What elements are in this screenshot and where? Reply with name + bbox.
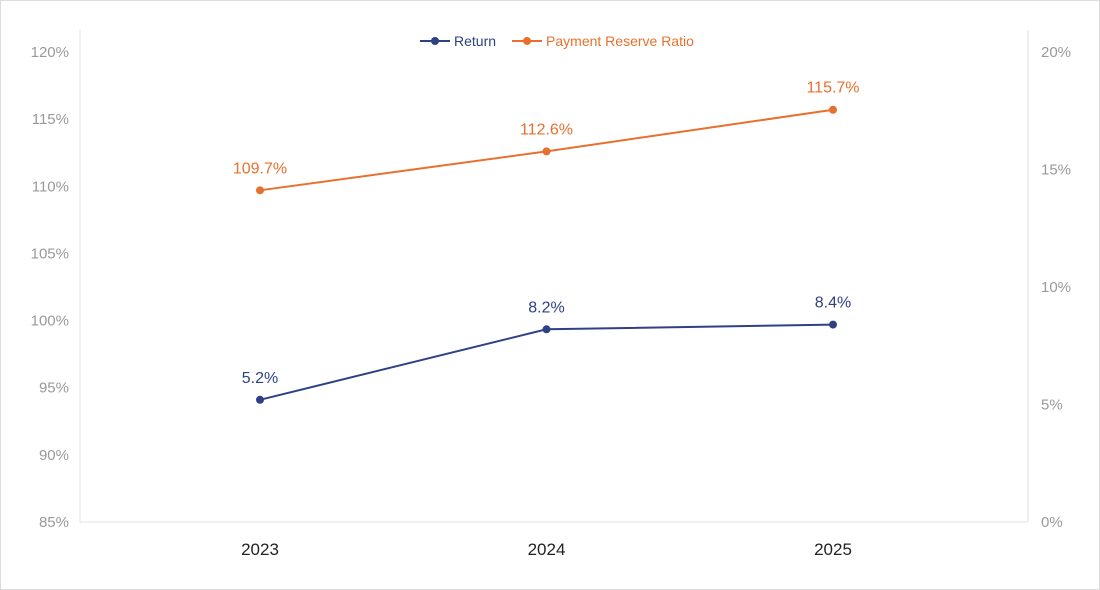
- data-label: 112.6%: [520, 121, 573, 138]
- data-point[interactable]: [542, 147, 551, 156]
- data-label: 5.2%: [242, 370, 278, 387]
- data-label: 8.4%: [815, 295, 851, 312]
- legend: Return Payment Reserve Ratio: [420, 33, 694, 49]
- right-axis-tick-label: 20%: [1041, 44, 1071, 61]
- left-axis-tick-label: 105%: [31, 245, 69, 262]
- series-line-0: [259, 323, 834, 401]
- left-axis-tick-label: 85%: [39, 514, 69, 531]
- data-label: 8.2%: [528, 299, 564, 316]
- x-axis-tick-label: 2024: [528, 540, 566, 559]
- data-point[interactable]: [256, 395, 264, 404]
- x-axis-tick-label: 2023: [241, 540, 279, 559]
- data-point[interactable]: [829, 320, 837, 329]
- x-axis-tick-label: 2025: [814, 540, 852, 559]
- data-point[interactable]: [542, 325, 551, 334]
- right-axis-tick-label: 5%: [1041, 397, 1063, 414]
- legend-label: Return: [454, 33, 496, 49]
- left-axis-tick-label: 110%: [32, 178, 69, 195]
- right-axis-tick-label: 10%: [1041, 279, 1071, 296]
- legend-marker-icon: [431, 37, 439, 45]
- data-point[interactable]: [829, 105, 837, 114]
- left-axis-tick-label: 120%: [31, 44, 69, 61]
- right-axis-tick-label: 0%: [1041, 514, 1063, 531]
- left-axis-tick-label: 95%: [39, 380, 69, 397]
- left-axis-tick-label: 90%: [39, 447, 69, 464]
- data-label: 115.7%: [806, 80, 859, 97]
- left-axis-tick-label: 100%: [31, 313, 69, 330]
- legend-item-0[interactable]: Return: [420, 33, 496, 49]
- legend-marker-icon: [523, 37, 532, 45]
- data-point[interactable]: [256, 186, 264, 195]
- data-label: 109.7%: [233, 160, 287, 177]
- legend-label: Payment Reserve Ratio: [546, 33, 694, 49]
- right-axis-tick-label: 15%: [1041, 162, 1071, 179]
- legend-item-1[interactable]: Payment Reserve Ratio: [512, 33, 694, 49]
- left-axis-tick-label: 115%: [32, 111, 69, 128]
